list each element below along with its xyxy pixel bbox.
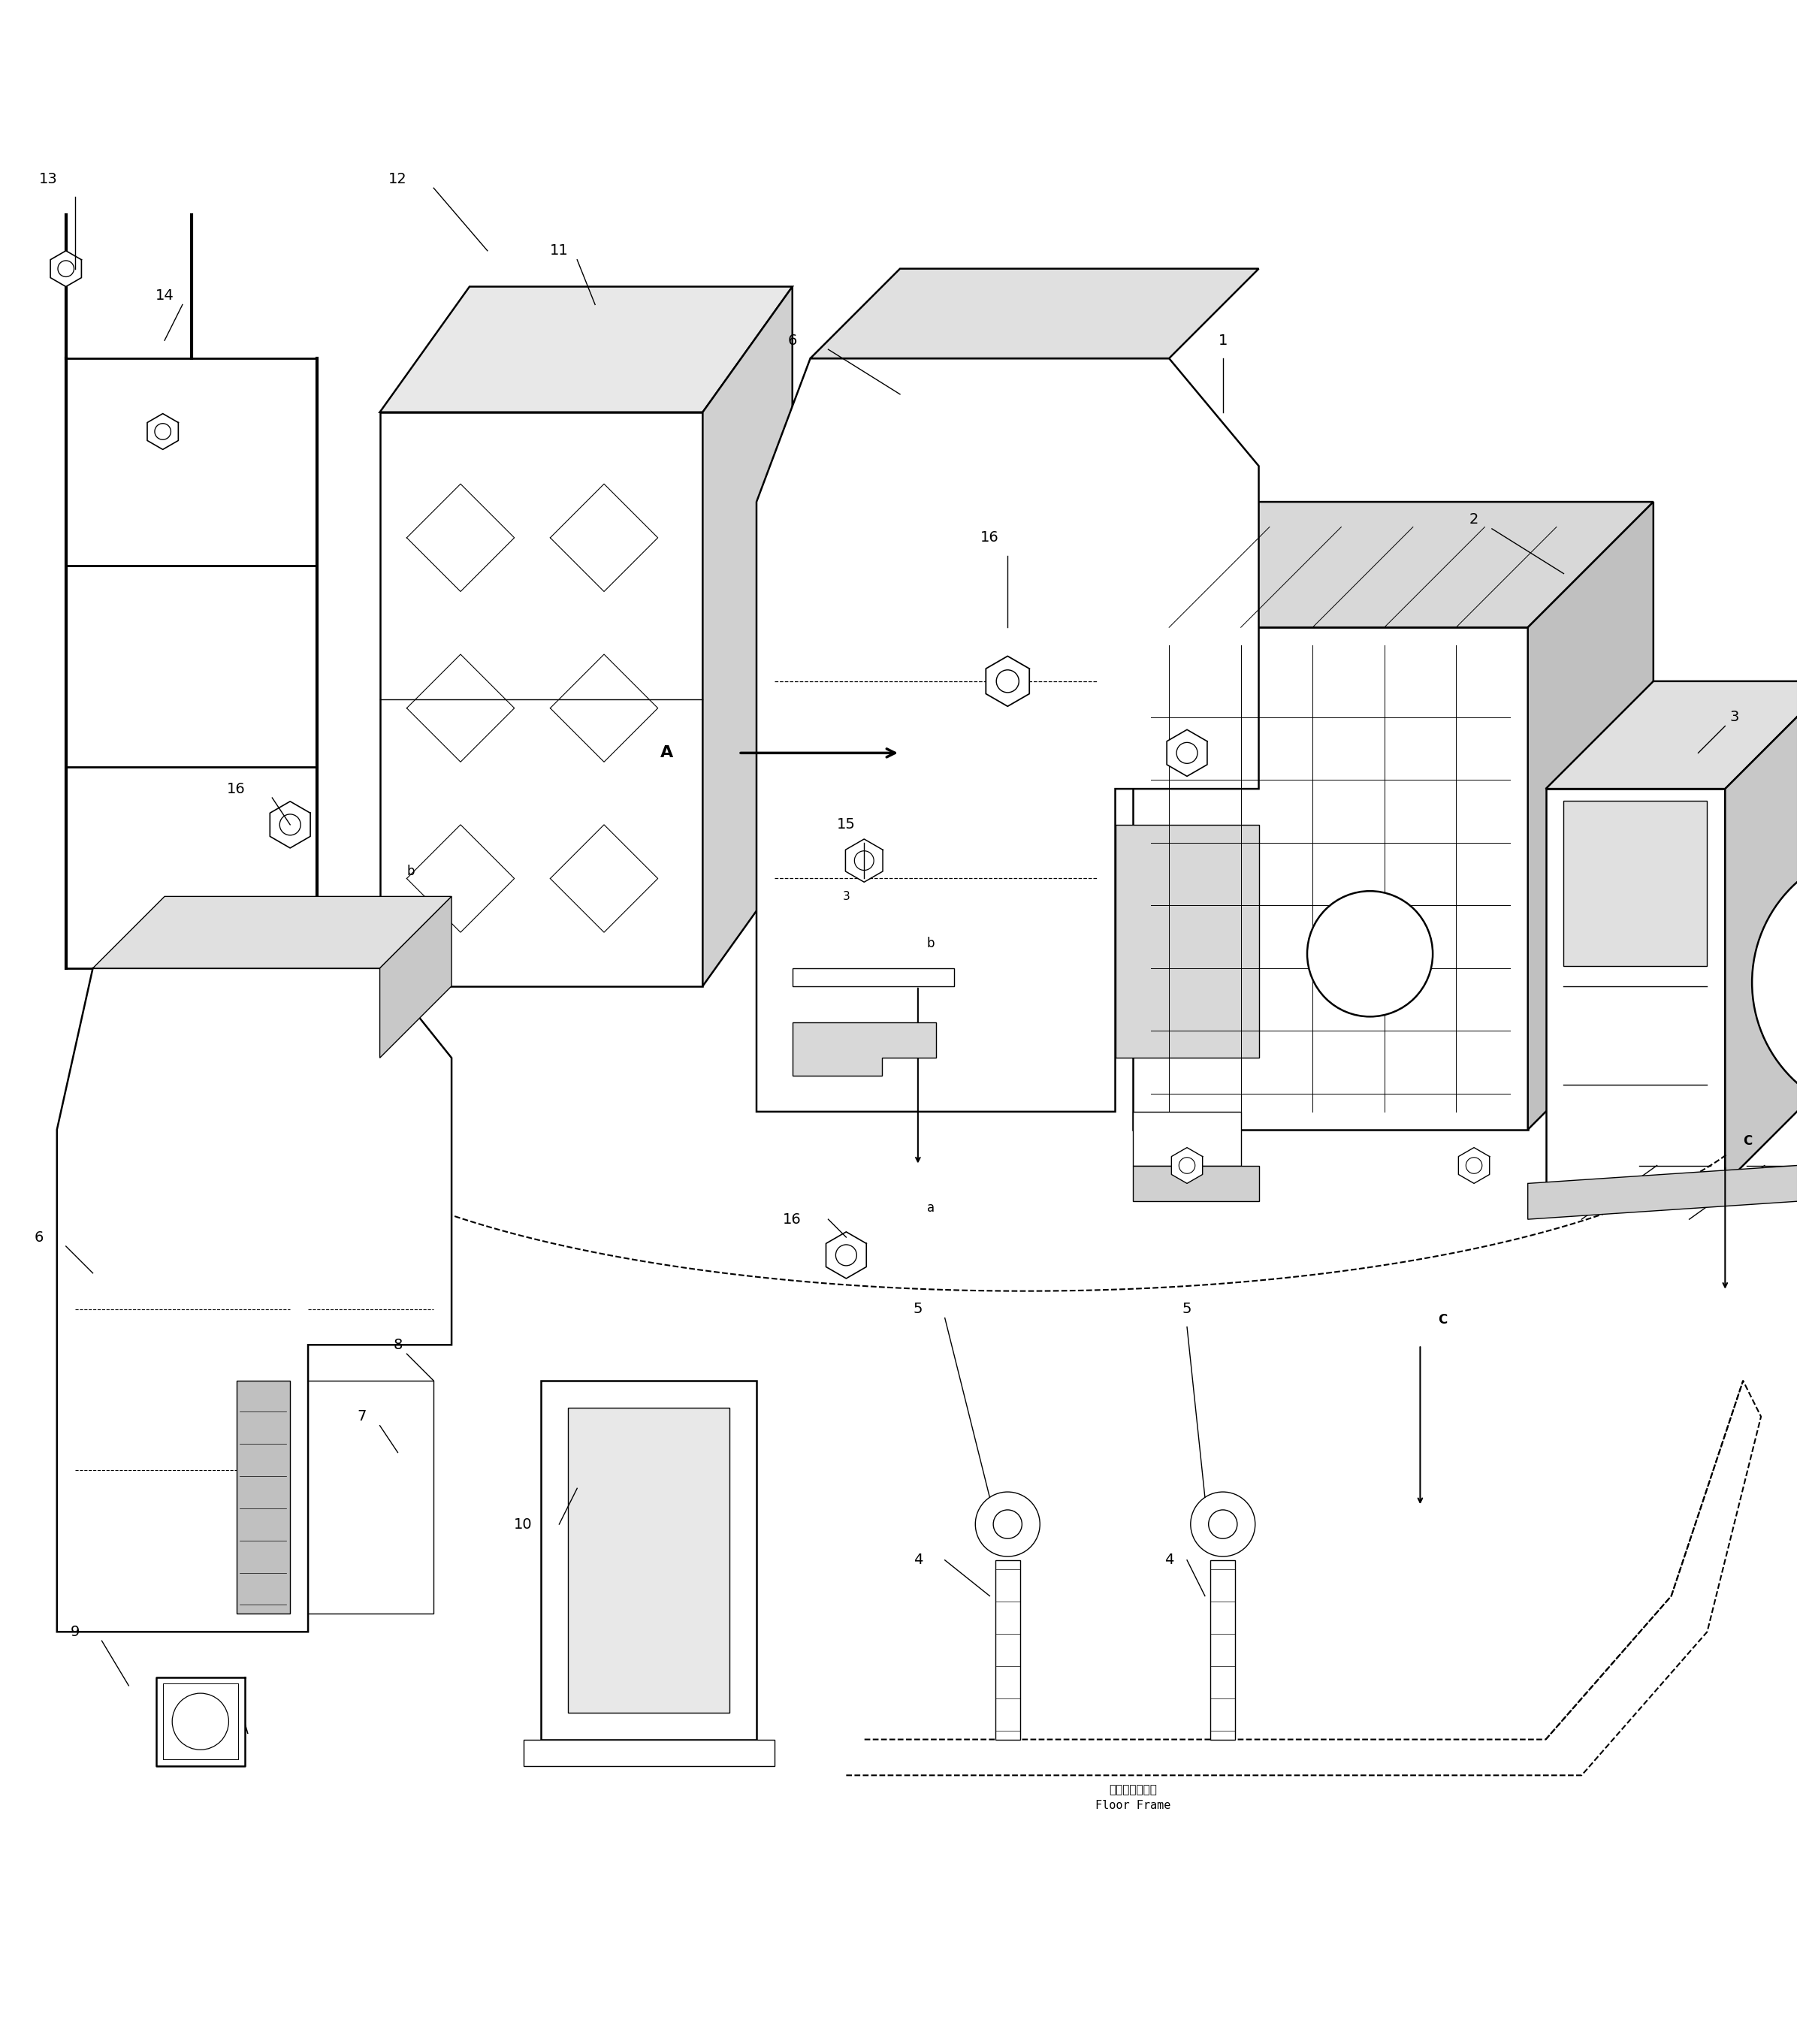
Text: 4: 4 <box>1165 1553 1174 1568</box>
Polygon shape <box>702 286 792 985</box>
Circle shape <box>1179 1157 1195 1173</box>
Text: 7: 7 <box>356 1410 367 1425</box>
Circle shape <box>976 1492 1040 1555</box>
Polygon shape <box>270 801 310 848</box>
Circle shape <box>1208 1511 1237 1539</box>
Text: A  詳細
Detail A: A 詳細 Detail A <box>189 1703 248 1737</box>
Text: 14: 14 <box>155 288 175 303</box>
Circle shape <box>58 262 74 276</box>
Polygon shape <box>810 268 1258 358</box>
Polygon shape <box>58 969 452 1631</box>
Polygon shape <box>846 838 882 883</box>
Polygon shape <box>1134 503 1654 628</box>
Polygon shape <box>94 897 452 969</box>
Text: 5: 5 <box>1183 1302 1192 1316</box>
Text: 10: 10 <box>515 1517 533 1531</box>
Circle shape <box>1177 742 1197 764</box>
Text: a: a <box>407 1130 414 1143</box>
Text: 15: 15 <box>837 818 855 832</box>
Circle shape <box>1465 1157 1481 1173</box>
Text: 4: 4 <box>913 1553 923 1568</box>
Circle shape <box>994 1511 1022 1539</box>
Text: 2: 2 <box>1469 513 1478 527</box>
FancyBboxPatch shape <box>1564 801 1706 967</box>
Text: 3: 3 <box>842 891 850 901</box>
Polygon shape <box>1546 681 1800 789</box>
Text: 3: 3 <box>1730 709 1739 724</box>
Polygon shape <box>1134 1165 1258 1202</box>
FancyBboxPatch shape <box>524 1739 774 1766</box>
Circle shape <box>855 850 873 871</box>
Text: 16: 16 <box>227 781 245 795</box>
Text: フロアフレーム
Floor Frame: フロアフレーム Floor Frame <box>1096 1784 1170 1811</box>
Text: 6: 6 <box>34 1230 43 1245</box>
Text: A: A <box>661 746 673 760</box>
Text: 5: 5 <box>913 1302 923 1316</box>
Circle shape <box>835 1245 857 1265</box>
Text: b: b <box>927 936 934 950</box>
Polygon shape <box>1528 503 1654 1130</box>
Text: 12: 12 <box>389 172 407 186</box>
Polygon shape <box>236 1380 290 1615</box>
Polygon shape <box>1134 1112 1240 1165</box>
Polygon shape <box>756 358 1258 1112</box>
Polygon shape <box>157 1678 245 1766</box>
Text: 8: 8 <box>392 1337 403 1351</box>
Text: 1: 1 <box>1219 333 1228 347</box>
Text: 13: 13 <box>38 172 58 186</box>
Circle shape <box>1751 848 1800 1118</box>
Text: 6: 6 <box>788 333 797 347</box>
Text: 9: 9 <box>70 1625 79 1639</box>
Polygon shape <box>50 251 81 286</box>
Polygon shape <box>1528 1161 1800 1220</box>
Polygon shape <box>1134 628 1528 1130</box>
FancyBboxPatch shape <box>1210 1560 1235 1739</box>
Polygon shape <box>1166 730 1208 777</box>
Polygon shape <box>380 286 792 413</box>
Polygon shape <box>826 1233 866 1278</box>
FancyBboxPatch shape <box>542 1380 756 1739</box>
Polygon shape <box>986 656 1030 707</box>
FancyBboxPatch shape <box>995 1560 1021 1739</box>
Text: 16: 16 <box>981 531 999 546</box>
Polygon shape <box>1724 681 1800 1183</box>
Text: b: b <box>407 865 414 879</box>
Text: C: C <box>1742 1134 1751 1147</box>
Circle shape <box>155 423 171 439</box>
Circle shape <box>279 814 301 836</box>
Polygon shape <box>792 1022 936 1075</box>
FancyBboxPatch shape <box>569 1408 729 1713</box>
Circle shape <box>173 1692 229 1750</box>
Polygon shape <box>792 969 954 985</box>
Polygon shape <box>1172 1147 1202 1183</box>
Polygon shape <box>1546 789 1724 1183</box>
Text: 16: 16 <box>783 1212 801 1226</box>
Polygon shape <box>1116 824 1258 1059</box>
Text: C: C <box>1438 1314 1447 1327</box>
Circle shape <box>1190 1492 1255 1555</box>
Polygon shape <box>380 897 452 1059</box>
Polygon shape <box>1458 1147 1490 1183</box>
Polygon shape <box>148 413 178 450</box>
Polygon shape <box>380 413 702 985</box>
Circle shape <box>997 670 1019 693</box>
Text: 11: 11 <box>549 243 569 258</box>
Text: a: a <box>927 1202 934 1214</box>
Circle shape <box>1307 891 1433 1016</box>
